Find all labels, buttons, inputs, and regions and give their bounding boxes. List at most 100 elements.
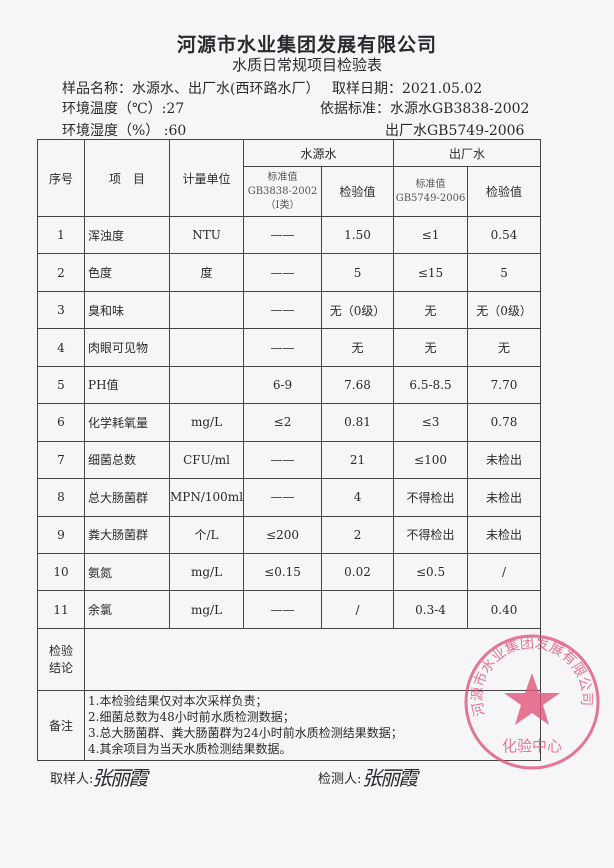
sampler-signature: 张丽霞 — [92, 766, 148, 790]
cell-item: 臭和味 — [84, 290, 170, 330]
notes-label: 备注 — [37, 689, 85, 761]
class: （Ⅰ类） — [265, 199, 300, 211]
cell-no: 3 — [37, 290, 85, 330]
header-item: 项 目 — [84, 139, 170, 217]
cell-src-std: —— — [243, 478, 323, 517]
label: 标准值 — [415, 178, 446, 190]
header-unit: 计量单位 — [168, 139, 245, 217]
cell-src-val: 0.02 — [321, 552, 395, 592]
cell-unit: mg/L — [168, 403, 245, 442]
cell-out-val: 0.78 — [467, 403, 542, 442]
notes: 1.本检验结果仅对本次采样负责； 2.细菌总数为48小时前水质检测数据； 3.总… — [83, 689, 542, 761]
sample-date: 取样日期：2021.05.02 — [332, 81, 483, 97]
note: 1.本检验结果仅对本次采样负责； — [88, 694, 268, 709]
cell-src-val: 0.81 — [321, 403, 395, 442]
cell-src-std: —— — [243, 290, 323, 330]
table-row: 1 浑浊度 NTU —— 1.50 ≤1 0.54 — [37, 215, 542, 255]
cell-out-std: ≤100 — [393, 440, 469, 480]
company-title: 河源市水业集团发展有限公司 — [176, 34, 437, 56]
cell-unit — [168, 365, 245, 405]
header-output-water: 出厂水 — [393, 139, 542, 167]
cell-src-val: 2 — [321, 515, 395, 554]
cell-out-val: 7.70 — [467, 365, 542, 405]
cell-src-std: —— — [243, 215, 323, 255]
cell-unit — [168, 328, 245, 367]
header-source-standard: 标准值 GB3838-2002 （Ⅰ类） — [243, 166, 323, 217]
note: 4.其余项目为当天水质检测结果数据。 — [88, 742, 292, 757]
cell-no: 10 — [37, 552, 85, 592]
sample-name: 样品名称：水源水、出厂水(西环路水厂） — [62, 81, 320, 97]
cell-src-std: —— — [243, 328, 323, 367]
cell-no: 7 — [37, 440, 85, 480]
label-line: 结论 — [48, 661, 73, 676]
cell-no: 2 — [37, 253, 85, 292]
cell-out-val: 未检出 — [467, 478, 542, 517]
cell-src-std: 6-9 — [243, 365, 323, 405]
code: GB5749-2006 — [395, 192, 466, 204]
cell-src-std: ≤0.15 — [243, 552, 323, 592]
seal-center-text: 化验中心 — [502, 737, 562, 755]
cell-out-val: 无 — [467, 328, 542, 367]
header-no: 序号 — [37, 139, 85, 217]
note: 3.总大肠菌群、粪大肠菌群为24小时前水质检测结果数据； — [88, 726, 403, 741]
cell-out-std: 不得检出 — [393, 515, 469, 554]
cell-out-val: 未检出 — [467, 515, 542, 554]
cell-item: 细菌总数 — [84, 440, 170, 480]
humidity: 环境湿度（%） :60 — [62, 123, 187, 139]
cell-src-val: 无 — [321, 328, 395, 367]
table-row: 6 化学耗氧量 mg/L ≤2 0.81 ≤3 0.78 — [37, 403, 542, 442]
cell-out-std: ≤3 — [393, 403, 469, 442]
cell-item: 氨氮 — [84, 552, 170, 592]
cell-item: PH值 — [84, 365, 170, 405]
header-source-value: 检验值 — [321, 166, 395, 217]
table-row: 4 肉眼可见物 —— 无无无 — [37, 328, 542, 367]
cell-out-std: ≤15 — [393, 253, 469, 292]
cell-item: 浑浊度 — [84, 215, 170, 255]
header-output-value: 检验值 — [467, 166, 542, 217]
cell-unit: MPN/100ml — [168, 478, 245, 517]
cell-src-val: / — [321, 590, 395, 629]
table-row: 5 PH值 6-9 7.68 6.5-8.5 7.70 — [37, 365, 542, 405]
tester-signature: 张丽霞 — [362, 766, 418, 790]
cell-src-val: 1.50 — [321, 215, 395, 255]
table-row: 7 细菌总数 CFU/ml —— 21 ≤100 未检出 — [37, 440, 542, 480]
code: GB3838-2002 — [247, 185, 318, 197]
cell-out-std: 无 — [393, 328, 469, 367]
cell-no: 4 — [37, 328, 85, 367]
cell-out-val: 0.54 — [467, 215, 542, 255]
standard-output: 出厂水GB5749-2006 — [385, 123, 525, 139]
cell-src-val: 7.68 — [321, 365, 395, 405]
note: 2.细菌总数为48小时前水质检测数据； — [88, 710, 295, 725]
tester-label: 检测人: — [318, 772, 362, 787]
cell-unit: CFU/ml — [168, 440, 245, 480]
cell-unit — [168, 290, 245, 330]
cell-unit: 个/L — [168, 515, 245, 554]
cell-out-val: 0.40 — [467, 590, 542, 629]
cell-out-std: 0.3-4 — [393, 590, 469, 629]
conclusion-value — [83, 627, 542, 691]
cell-src-std: ≤200 — [243, 515, 323, 554]
cell-item: 肉眼可见物 — [84, 328, 170, 367]
company-seal-stamp: 河源市水业集团发展有限公司 化验中心 — [464, 634, 600, 770]
cell-out-std: ≤1 — [393, 215, 469, 255]
form-title: 水质日常规项目检验表 — [231, 56, 382, 74]
cell-out-std: 不得检出 — [393, 478, 469, 517]
cell-out-val: 5 — [467, 253, 542, 292]
cell-unit: mg/L — [168, 552, 245, 592]
cell-no: 11 — [37, 590, 85, 629]
sampler-label: 取样人: — [50, 772, 94, 787]
cell-item: 色度 — [84, 253, 170, 292]
standard-source: 依据标准：水源水GB3838-2002 — [320, 101, 530, 117]
cell-no: 8 — [37, 478, 85, 517]
temperature: 环境温度（℃）:27 — [62, 101, 185, 117]
cell-out-val: / — [467, 552, 542, 592]
cell-item: 总大肠菌群 — [84, 478, 170, 517]
cell-unit: mg/L — [168, 590, 245, 629]
conclusion-label: 检验 结论 — [37, 627, 85, 691]
table-row: 11 余氯 mg/L ——/0.3-4 0.40 — [37, 590, 542, 629]
cell-item: 余氯 — [84, 590, 170, 629]
cell-item: 化学耗氧量 — [84, 403, 170, 442]
cell-no: 9 — [37, 515, 85, 554]
cell-no: 5 — [37, 365, 85, 405]
header-output-standard: 标准值 GB5749-2006 — [393, 166, 469, 217]
